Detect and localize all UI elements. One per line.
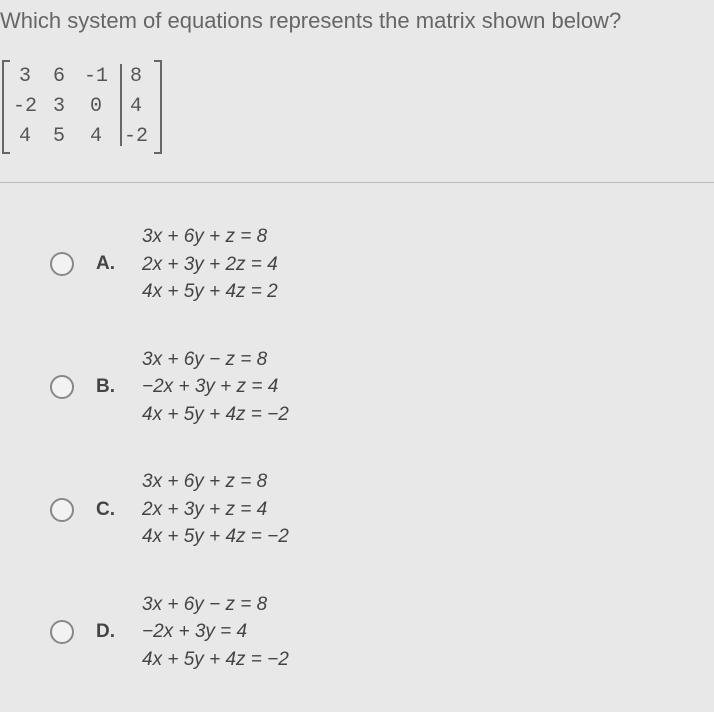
- matrix-row: 3 6 -1 8: [8, 62, 156, 92]
- bracket-left: [2, 60, 10, 154]
- equation-line: 4x + 5y + 4z = −2: [142, 401, 289, 429]
- radio-button[interactable]: [50, 252, 74, 276]
- matrix-cell: -2: [8, 92, 42, 122]
- option-letter: C.: [96, 499, 120, 521]
- matrix-cell: 6: [42, 62, 76, 92]
- equation-line: −2x + 3y = 4: [142, 618, 289, 646]
- option-equations: 3x + 6y + z = 8 2x + 3y + z = 4 4x + 5y …: [142, 468, 289, 551]
- matrix-cell: 3: [42, 92, 76, 122]
- equation-line: 4x + 5y + 4z = 2: [142, 278, 278, 306]
- matrix-cell: 4: [8, 122, 42, 152]
- option-equations: 3x + 6y + z = 8 2x + 3y + 2z = 4 4x + 5y…: [142, 223, 278, 306]
- bracket-right: [154, 60, 162, 154]
- matrix-cell: -1: [76, 62, 116, 92]
- matrix-cell: 4: [76, 122, 116, 152]
- matrix-cell: 8: [116, 62, 156, 92]
- augmented-matrix: 3 6 -1 8 -2 3 0 4 4 5 4 -2: [2, 58, 162, 156]
- radio-button[interactable]: [50, 375, 74, 399]
- matrix-row: -2 3 0 4: [8, 92, 156, 122]
- option-equations: 3x + 6y − z = 8 −2x + 3y = 4 4x + 5y + 4…: [142, 591, 289, 674]
- options-list: A. 3x + 6y + z = 8 2x + 3y + 2z = 4 4x +…: [0, 183, 714, 674]
- equation-line: 2x + 3y + 2z = 4: [142, 251, 278, 279]
- equation-line: 4x + 5y + 4z = −2: [142, 646, 289, 674]
- option-b[interactable]: B. 3x + 6y − z = 8 −2x + 3y + z = 4 4x +…: [50, 346, 714, 429]
- matrix-cell: -2: [116, 122, 156, 152]
- matrix-cell: 3: [8, 62, 42, 92]
- equation-line: 4x + 5y + 4z = −2: [142, 523, 289, 551]
- equation-line: 3x + 6y + z = 8: [142, 223, 278, 251]
- augment-separator: [120, 64, 122, 146]
- equation-line: 3x + 6y + z = 8: [142, 468, 289, 496]
- matrix-cell: 0: [76, 92, 116, 122]
- matrix-cell: 5: [42, 122, 76, 152]
- option-a[interactable]: A. 3x + 6y + z = 8 2x + 3y + 2z = 4 4x +…: [50, 223, 714, 306]
- option-letter: B.: [96, 376, 120, 398]
- option-d[interactable]: D. 3x + 6y − z = 8 −2x + 3y = 4 4x + 5y …: [50, 591, 714, 674]
- radio-button[interactable]: [50, 620, 74, 644]
- option-letter: A.: [96, 253, 120, 275]
- equation-line: 3x + 6y − z = 8: [142, 346, 289, 374]
- option-equations: 3x + 6y − z = 8 −2x + 3y + z = 4 4x + 5y…: [142, 346, 289, 429]
- equation-line: −2x + 3y + z = 4: [142, 373, 289, 401]
- option-letter: D.: [96, 621, 120, 643]
- question-text: Which system of equations represents the…: [0, 8, 714, 52]
- equation-line: 2x + 3y + z = 4: [142, 496, 289, 524]
- equation-line: 3x + 6y − z = 8: [142, 591, 289, 619]
- matrix-row: 4 5 4 -2: [8, 122, 156, 152]
- option-c[interactable]: C. 3x + 6y + z = 8 2x + 3y + z = 4 4x + …: [50, 468, 714, 551]
- radio-button[interactable]: [50, 498, 74, 522]
- matrix-cell: 4: [116, 92, 156, 122]
